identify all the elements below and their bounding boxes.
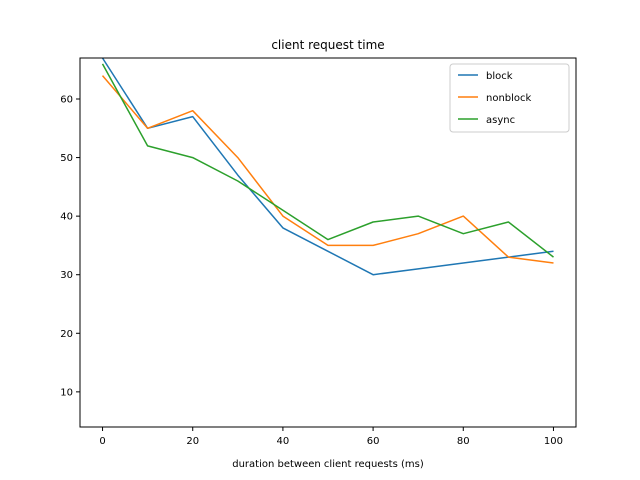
x-tick-label: 60	[367, 436, 380, 447]
y-tick-label: 30	[60, 270, 73, 281]
legend-label-async: async	[486, 115, 515, 126]
legend-label-nonblock: nonblock	[486, 93, 532, 104]
series-lines	[101, 57, 554, 276]
legend-box	[449, 63, 570, 133]
y-tick-label: 60	[60, 95, 73, 106]
x-tick-label: 80	[457, 436, 470, 447]
series-line-async	[101, 63, 554, 258]
legend: block nonblock async	[449, 63, 570, 133]
y-tick-label: 10	[60, 387, 73, 398]
legend-label-block: block	[486, 71, 513, 82]
series-line-block	[101, 57, 554, 276]
y-tick-label: 50	[60, 153, 73, 164]
x-tick-label: 0	[99, 436, 105, 447]
x-tick-label: 20	[186, 436, 199, 447]
x-tick-label: 100	[544, 436, 563, 447]
plot-frame	[79, 57, 577, 428]
y-axis: 10 20 30 40 50 60	[60, 95, 80, 398]
x-axis-label: duration between client requests (ms)	[232, 459, 424, 470]
x-axis: 0 20 40 60 80 100	[99, 427, 563, 447]
y-tick-label: 20	[60, 329, 73, 340]
chart-title: client request time	[271, 38, 384, 52]
y-tick-label: 40	[60, 212, 73, 223]
x-tick-label: 40	[277, 436, 290, 447]
